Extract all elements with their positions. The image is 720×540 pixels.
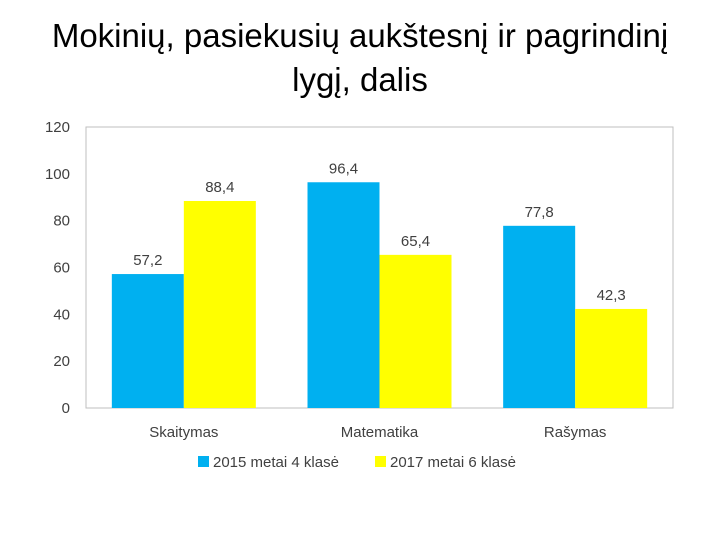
data-label-matematika-series-2: 65,4 [401, 233, 430, 250]
y-tick-label: 20 [53, 353, 70, 370]
bar-matematika-series-2 [379, 254, 452, 408]
y-tick-label: 120 [45, 119, 70, 136]
legend-swatch-series-2 [375, 456, 386, 467]
bar-rasymas-series-2 [575, 308, 648, 408]
y-tick-label: 100 [45, 166, 70, 183]
category-label-matematika: Matematika [341, 424, 419, 441]
y-tick-label: 40 [53, 306, 70, 323]
y-tick-label: 0 [62, 400, 70, 417]
y-tick-label: 80 [53, 213, 70, 230]
data-label-skaitymas-series-1: 57,2 [133, 252, 162, 269]
chart-title-line-1: Mokinių, pasiekusių aukštesnį ir pagrind… [51, 17, 669, 54]
data-label-skaitymas-series-2: 88,4 [205, 179, 234, 196]
legend-swatch-series-1 [198, 456, 209, 467]
data-label-rasymas-series-2: 42,3 [597, 287, 626, 304]
bar-rasymas-series-1 [503, 225, 576, 408]
legend-label-series-2: 2017 metai 6 klasė [390, 454, 516, 471]
data-label-rasymas-series-1: 77,8 [525, 204, 554, 221]
bar-matematika-series-1 [307, 182, 380, 408]
chart-title: Mokinių, pasiekusių aukštesnį ir pagrind… [40, 14, 680, 102]
data-label-matematika-series-1: 96,4 [329, 160, 358, 177]
bar-skaitymas-series-2 [183, 200, 256, 408]
category-label-skaitymas: Skaitymas [149, 424, 218, 441]
legend-label-series-1: 2015 metai 4 klasė [213, 454, 339, 471]
chart-title-line-2: lygį, dalis [292, 61, 428, 98]
y-tick-label: 60 [53, 260, 70, 277]
bar-skaitymas-series-1 [111, 274, 184, 408]
category-label-rasymas: Rašymas [544, 424, 607, 441]
